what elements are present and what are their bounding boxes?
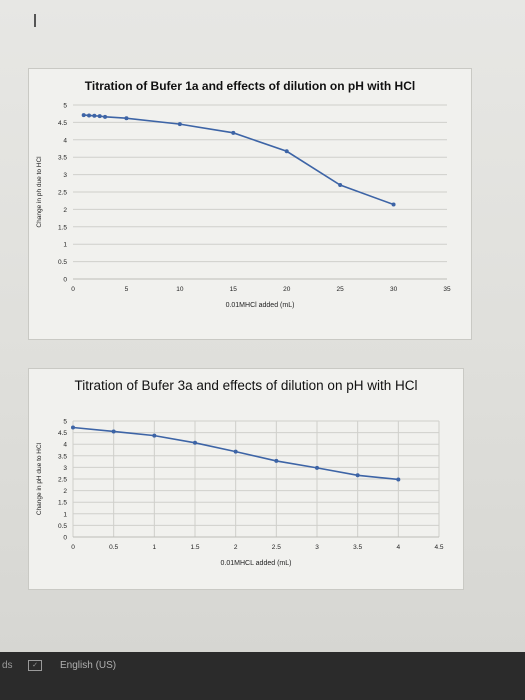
y-tick-label: 1 (63, 511, 67, 518)
x-tick-label: 25 (337, 286, 345, 293)
y-tick-label: 1.5 (58, 500, 67, 507)
status-bar: ds ✓ English (US) (0, 652, 525, 700)
x-tick-label: 20 (283, 286, 291, 293)
y-tick-label: 2 (63, 488, 67, 495)
y-tick-label: 5 (63, 419, 67, 426)
x-tick-label: 1.5 (190, 544, 199, 551)
y-tick-label: 2.5 (58, 477, 67, 484)
data-point (103, 114, 108, 119)
data-point (231, 130, 236, 135)
y-tick-label: 0.5 (58, 523, 67, 530)
x-tick-label: 5 (125, 286, 129, 293)
x-tick-label: 0 (71, 544, 75, 551)
y-tick-label: 2.5 (58, 190, 67, 197)
x-axis-label: 0.01MHCl added (mL) (226, 302, 295, 309)
data-point (177, 122, 182, 127)
data-point (87, 113, 92, 118)
data-point (274, 458, 279, 463)
x-tick-label: 3.5 (353, 544, 362, 551)
x-tick-label: 30 (390, 286, 398, 293)
x-tick-label: 4 (397, 544, 401, 551)
chart-title: Titration of Bufer 1a and effects of dil… (84, 79, 416, 93)
data-point (81, 113, 86, 118)
keyboard-language-icon[interactable]: ✓ (28, 660, 42, 671)
y-tick-label: 2 (63, 207, 67, 214)
y-tick-label: 4.5 (58, 120, 67, 127)
data-point (233, 449, 238, 454)
y-tick-label: 3.5 (58, 453, 67, 460)
data-point (111, 429, 116, 434)
y-tick-label: 1 (63, 242, 67, 249)
x-tick-label: 2 (234, 544, 238, 551)
y-tick-label: 0 (63, 535, 67, 542)
data-point (71, 425, 75, 430)
x-tick-label: 3 (315, 544, 319, 551)
y-axis-label: Change in ph due to HCl (36, 156, 43, 228)
y-tick-label: 0 (63, 277, 67, 284)
y-tick-label: 1.5 (58, 224, 67, 231)
data-point (284, 149, 289, 154)
chart-plot: 0 0.5 1 1.5 2 2.5 3 3.5 4 4.5 5 0 0.5 1 1.5 2 2.5 3 3.5 4 4.… (36, 419, 444, 568)
y-tick-label: 4 (63, 137, 67, 144)
data-point (97, 114, 102, 119)
data-point (152, 433, 157, 438)
language-indicator[interactable]: English (US) (60, 660, 117, 671)
y-axis-label: Change in pH due to HCl (36, 442, 43, 515)
y-tick-label: 4 (63, 442, 67, 449)
y-tick-label: 0.5 (58, 259, 67, 266)
chart-buffer-1a: Titration of Bufer 1a and effects of dil… (28, 68, 472, 340)
data-point (193, 440, 197, 445)
data-point (355, 473, 360, 478)
chart-title: Titration of Bufer 3a and effects of dil… (74, 378, 418, 393)
y-tick-label: 4.5 (58, 430, 67, 437)
x-tick-label: 10 (176, 286, 184, 293)
chart-plot: 0 0.5 1 1.5 2 2.5 3 3.5 4 4.5 5 0 5 10 15 20 25 30 35 0.01M… (36, 103, 451, 310)
data-point (315, 465, 319, 470)
x-tick-label: 4.5 (434, 544, 443, 551)
x-axis-label: 0.01MHCL added (mL) (221, 560, 292, 567)
x-tick-label: 1 (153, 544, 157, 551)
y-tick-label: 3 (63, 172, 67, 179)
y-tick-label: 3.5 (58, 155, 67, 162)
data-point (124, 116, 129, 121)
y-tick-label: 3 (63, 465, 67, 472)
photo-background: Titration of Bufer 1a and effects of dil… (0, 0, 525, 660)
chart-buffer-3a: Titration of Bufer 3a and effects of dil… (28, 368, 464, 590)
data-point (338, 183, 343, 188)
data-point (391, 202, 396, 207)
x-tick-label: 35 (443, 286, 451, 293)
x-tick-label: 0.5 (109, 544, 118, 551)
status-left-text: ds (2, 660, 13, 671)
x-tick-label: 0 (71, 286, 75, 293)
data-point (92, 113, 97, 118)
series-line (83, 114, 394, 206)
text-cursor-mark (34, 14, 36, 27)
x-tick-label: 2.5 (272, 544, 281, 551)
y-tick-label: 5 (63, 103, 67, 110)
x-tick-label: 15 (230, 286, 238, 293)
data-point (396, 477, 401, 482)
